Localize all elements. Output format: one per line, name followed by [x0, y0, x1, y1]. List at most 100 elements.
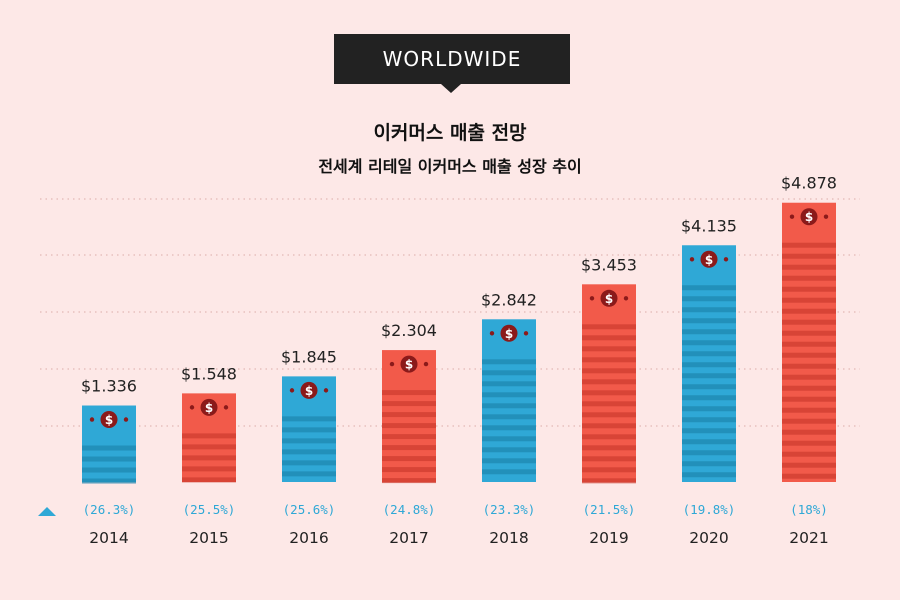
- bar-stripe: [182, 477, 236, 483]
- bar-group: $ $1.336 (26.3%) 2014: [81, 377, 137, 547]
- coin-dot: [689, 257, 695, 262]
- bar-stripe: [482, 458, 536, 464]
- year-label: 2015: [189, 529, 228, 547]
- bar-stripe: [782, 308, 836, 314]
- bar-stripe: [282, 416, 336, 422]
- bar-stripe: [682, 362, 736, 368]
- bar-stripe: [482, 359, 536, 365]
- dollar-coin-icon: [600, 289, 618, 307]
- growth-label: (26.3%): [83, 502, 136, 517]
- gridlines: [40, 198, 860, 427]
- bar-stripe: [782, 275, 836, 281]
- bar-stripe: [382, 401, 436, 407]
- growth-label: (18%): [790, 502, 828, 517]
- bar-group: $ $1.548 (25.5%) 2015: [181, 364, 237, 547]
- bar-stripe: [482, 392, 536, 398]
- bar-stripe: [782, 374, 836, 380]
- coin-dot: [623, 296, 629, 301]
- bar-stripe: [482, 381, 536, 387]
- bar-stripe: [782, 462, 836, 468]
- bar-stripe: [782, 385, 836, 391]
- dollar-coin-icon: [300, 381, 318, 399]
- bar-stripe: [382, 478, 436, 484]
- bar-stripe: [82, 445, 136, 451]
- bar-stripe: [582, 346, 636, 352]
- coin-dot: [289, 388, 295, 393]
- dollar-glyph: $: [705, 253, 713, 267]
- bar-group: $ $3.453 (21.5%) 2019: [581, 255, 637, 547]
- bar-stripe: [282, 427, 336, 433]
- value-label: $3.453: [581, 255, 637, 274]
- coin-dot: [523, 331, 529, 336]
- dollar-coin-icon: [100, 411, 118, 429]
- bar-stripe: [582, 412, 636, 418]
- coin-dot: [589, 296, 595, 301]
- bar-stripe: [382, 467, 436, 473]
- bar-stripe: [682, 395, 736, 401]
- dollar-coin-icon: [500, 324, 518, 342]
- bar-stripe: [582, 379, 636, 385]
- bar-stripe: [182, 455, 236, 461]
- coin-dot: [789, 214, 795, 219]
- bar-stripe: [682, 461, 736, 467]
- coin-dot: [123, 417, 129, 422]
- bar-stripe: [382, 434, 436, 440]
- bar-stripe: [82, 456, 136, 462]
- bar-stripe: [682, 340, 736, 346]
- bar-stripe: [382, 390, 436, 396]
- bar-stripe: [582, 423, 636, 429]
- bar-stripe: [82, 467, 136, 473]
- bar-stripe: [782, 319, 836, 325]
- bar-stripe: [682, 285, 736, 291]
- bar-stripe: [482, 414, 536, 420]
- value-label: $4.135: [681, 216, 737, 235]
- bar-stripe: [682, 329, 736, 335]
- bar-stripe: [382, 445, 436, 451]
- bar-stripe: [582, 368, 636, 374]
- coin-dot: [223, 405, 229, 410]
- bar-stripe: [482, 469, 536, 475]
- growth-label: (24.8%): [383, 502, 436, 517]
- bar-stripe: [482, 370, 536, 376]
- dollar-glyph: $: [405, 358, 413, 372]
- value-label: $2.304: [381, 321, 437, 340]
- value-label: $1.845: [281, 347, 337, 366]
- bar-stripe: [582, 401, 636, 407]
- bar-stripe: [282, 460, 336, 466]
- bar-stripe: [582, 324, 636, 330]
- bar-stripe: [682, 472, 736, 478]
- dollar-coin-icon: [200, 398, 218, 416]
- bar-stripe: [782, 253, 836, 259]
- bar-stripe: [582, 445, 636, 451]
- coin-dot: [89, 417, 95, 422]
- bar-group: $ $1.845 (25.6%) 2016: [281, 347, 337, 547]
- bar-stripe: [682, 351, 736, 357]
- bar-stripe: [782, 396, 836, 402]
- coin-dot: [323, 388, 329, 393]
- dollar-glyph: $: [605, 292, 613, 306]
- bar-stripe: [482, 447, 536, 453]
- bar-stripe: [482, 425, 536, 431]
- bar-stripe: [482, 436, 536, 442]
- bar-stripe: [782, 286, 836, 292]
- bar-stripe: [582, 456, 636, 462]
- year-label: 2014: [89, 529, 128, 547]
- dollar-coin-icon: [400, 355, 418, 373]
- bar-stripe: [282, 449, 336, 455]
- bar-stripe: [682, 318, 736, 324]
- growth-label: (25.6%): [283, 502, 336, 517]
- bar-stripe: [282, 471, 336, 477]
- growth-label: (19.8%): [683, 502, 736, 517]
- value-label: $1.336: [81, 377, 137, 396]
- chart-subtitle: 전세계 리테일 이커머스 매출 성장 추이: [318, 157, 582, 176]
- bar-stripe: [782, 418, 836, 424]
- dollar-coin-icon: [800, 208, 818, 226]
- bar-stripe: [582, 478, 636, 484]
- bar-stripe: [682, 417, 736, 423]
- bar-stripe: [182, 466, 236, 472]
- bar-stripe: [682, 307, 736, 313]
- badge-pointer: [441, 84, 461, 93]
- bar-stripe: [282, 438, 336, 444]
- year-label: 2019: [589, 529, 628, 547]
